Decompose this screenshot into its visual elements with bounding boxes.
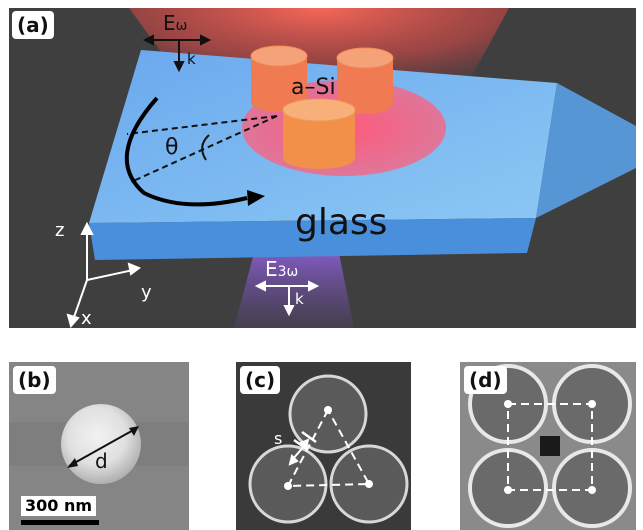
incident-k-label: k — [187, 50, 196, 68]
rotation-arrow — [124, 96, 248, 207]
angle-arc — [201, 134, 210, 161]
diameter-line — [68, 427, 138, 467]
output-field-label: E3ω — [265, 257, 298, 281]
quadrumer-square — [507, 403, 593, 491]
diameter-label: d — [95, 449, 108, 473]
glass-front-face — [89, 218, 536, 260]
scale-bar — [21, 520, 99, 525]
panel-d-label: (d) — [464, 366, 507, 394]
axis-y-label: y — [141, 282, 152, 303]
panel-b-label: (b) — [13, 366, 56, 394]
sem-image-trimer: s — [236, 362, 411, 530]
material-label: a–Si — [291, 75, 336, 100]
axis-z-label: z — [55, 220, 64, 241]
incident-polarization-icon — [142, 34, 212, 73]
schematic-illustration: Eω k a–Si θ glass E3ω k z y x — [55, 8, 636, 328]
gap-arrow — [288, 438, 310, 466]
output-beam — [234, 253, 354, 328]
panel-c: s (c) — [236, 362, 411, 530]
angle-label: θ — [165, 135, 178, 160]
rotation-arrowhead — [247, 190, 265, 206]
angle-lines — [126, 115, 278, 183]
pillar-front — [282, 98, 356, 169]
pillar-back-left — [250, 45, 308, 112]
scale-bar-label: 300 nm — [21, 496, 97, 516]
panel-c-label: (c) — [240, 366, 281, 394]
axes-icon — [66, 221, 142, 328]
output-polarization-icon — [254, 280, 320, 317]
panel-b: d (b) 300 nm — [9, 362, 189, 530]
trimer-triangle — [286, 407, 371, 488]
glass-side-face — [536, 83, 636, 218]
pillar-disc — [61, 404, 141, 484]
substrate-label: glass — [295, 202, 387, 243]
gap-label: s — [274, 429, 282, 448]
panel-d: (d) — [460, 362, 636, 530]
output-k-label: k — [295, 290, 304, 308]
panel-a: Eω k a–Si θ glass E3ω k z y x (a) — [9, 8, 636, 328]
panel-a-label: (a) — [12, 11, 54, 39]
axis-x-label: x — [81, 308, 92, 328]
incident-field-label: Eω — [163, 11, 187, 35]
